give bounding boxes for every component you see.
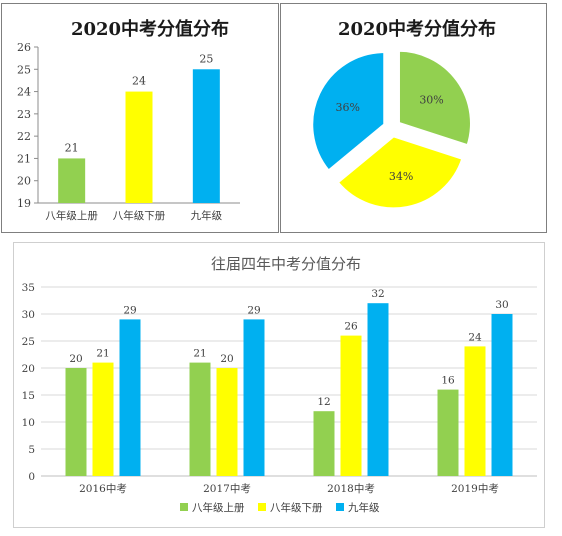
pie-slice	[396, 48, 473, 148]
chart-title: 往届四年中考分值分布	[211, 255, 361, 273]
bar-chart-2020-panel: 2020中考分值分布 19 20 21 22 23 24 25 26 21 八年级上册 24 八年级下…	[1, 3, 279, 233]
chart-title: 2020中考分值分布	[71, 18, 229, 40]
bar	[119, 319, 141, 476]
pie-chart-2020: 2020中考分值分布 30% 34% 36%	[310, 18, 496, 211]
data-label: 16	[441, 375, 455, 387]
bar	[243, 319, 265, 476]
y-tick-label: 20	[22, 363, 35, 375]
data-label: 25	[199, 52, 213, 65]
bar	[92, 362, 114, 476]
bar	[192, 69, 220, 204]
bar	[491, 314, 513, 476]
y-tick-label: 15	[22, 390, 35, 402]
y-tick-label: 20	[17, 175, 31, 188]
legend-label: 八年级下册	[270, 501, 323, 514]
data-label: 20	[69, 353, 82, 365]
data-label: 29	[123, 304, 136, 316]
data-label: 20	[220, 353, 233, 365]
legend-swatch	[258, 503, 266, 511]
legend-swatch	[180, 503, 188, 511]
bar	[65, 368, 87, 476]
legend-label: 九年级	[348, 501, 380, 514]
x-category-label: 九年级	[191, 209, 223, 222]
bar	[464, 346, 486, 476]
pie-slice	[310, 50, 387, 174]
data-label: 21	[96, 348, 109, 360]
x-category-label: 2019中考	[451, 482, 499, 495]
bar	[437, 389, 459, 476]
x-category-label: 2018中考	[327, 482, 375, 495]
data-label: 12	[317, 396, 330, 408]
pie-chart-2020-panel: 2020中考分值分布 30% 34% 36%	[280, 3, 547, 233]
y-tick-label: 30	[22, 309, 35, 321]
data-label: 21	[65, 141, 79, 154]
slice-label: 36%	[336, 101, 360, 114]
bar	[58, 158, 86, 203]
data-label: 30	[495, 299, 508, 311]
y-tick-label: 0	[28, 471, 35, 483]
y-tick-label: 19	[17, 197, 31, 210]
x-category-label: 八年级下册	[113, 209, 166, 222]
y-tick-label: 26	[17, 41, 31, 54]
data-label: 21	[193, 348, 206, 360]
bar	[125, 91, 153, 203]
data-label: 29	[247, 304, 260, 316]
slice-label: 34%	[389, 170, 413, 183]
y-tick-label: 21	[17, 152, 31, 165]
data-label: 24	[132, 75, 146, 88]
y-tick-label: 25	[17, 63, 31, 76]
bar	[216, 368, 238, 476]
x-category-label: 2017中考	[203, 482, 251, 495]
y-tick-label: 5	[28, 444, 35, 456]
bar	[313, 411, 335, 476]
y-tick-label: 22	[17, 130, 31, 143]
grouped-bar-chart-panel: 往届四年中考分值分布 0 5 10 15 20 25 30 35 20 21 29 2016中考 21 2…	[13, 242, 545, 528]
data-label: 32	[371, 288, 384, 300]
x-category-label: 2016中考	[79, 482, 127, 495]
bar	[189, 362, 211, 476]
bar	[340, 335, 362, 476]
y-tick-label: 35	[22, 282, 35, 294]
data-label: 24	[468, 331, 482, 343]
y-tick-label: 10	[22, 417, 35, 429]
bar-chart-2020: 2020中考分值分布 19 20 21 22 23 24 25 26 21 八年级上册 24 八年级下…	[17, 18, 240, 222]
data-label: 26	[344, 321, 358, 333]
legend-label: 八年级上册	[192, 501, 245, 514]
grouped-bar-chart: 往届四年中考分值分布 0 5 10 15 20 25 30 35 20 21 29 2016中考 21 2…	[22, 255, 537, 514]
y-tick-label: 24	[17, 86, 31, 99]
chart-title: 2020中考分值分布	[338, 18, 496, 40]
y-tick-label: 23	[17, 108, 31, 121]
legend-swatch	[336, 503, 344, 511]
pie-slice	[335, 134, 465, 211]
bar	[367, 303, 389, 476]
x-category-label: 八年级上册	[45, 209, 98, 222]
y-tick-label: 25	[22, 336, 35, 348]
slice-label: 30%	[419, 93, 443, 106]
